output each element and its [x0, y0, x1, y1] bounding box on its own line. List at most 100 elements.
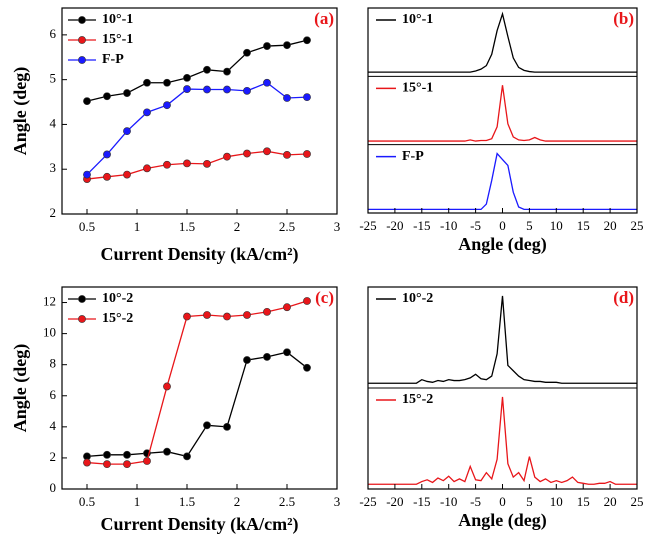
data-point — [103, 150, 111, 159]
y-tick-label: 2 — [50, 449, 57, 464]
series-line — [86, 351, 308, 458]
series-line — [86, 39, 308, 102]
data-point — [303, 150, 311, 158]
x-tick-label: 1 — [134, 494, 141, 509]
y-tick-label: 6 — [50, 26, 57, 41]
data-point — [203, 311, 211, 319]
data-point — [223, 67, 231, 76]
spectrum — [368, 295, 637, 384]
x-axis-label: Current Density (kA/cm²) — [100, 514, 298, 535]
x-tick-label: 5 — [526, 494, 533, 509]
x-tick-label: 0.5 — [79, 494, 95, 509]
legend-label: 15°-1 — [102, 32, 133, 47]
spectrum — [368, 396, 637, 485]
x-tick-label: 20 — [604, 494, 617, 509]
data-point — [143, 164, 151, 173]
y-tick-label: 4 — [50, 418, 57, 433]
data-point — [103, 460, 111, 469]
data-point — [303, 36, 311, 45]
x-tick-label: -15 — [413, 218, 430, 233]
data-point — [203, 65, 211, 74]
x-tick-label: 2 — [234, 494, 241, 509]
plot-frame — [61, 7, 338, 215]
plot-frame — [367, 286, 638, 490]
data-point — [223, 422, 231, 431]
y-tick-label: 10 — [43, 325, 56, 340]
data-point — [303, 297, 311, 305]
data-point — [123, 460, 131, 469]
legend-marker — [78, 56, 86, 64]
panel-label: (c) — [315, 288, 334, 307]
data-point — [283, 348, 291, 357]
y-tick-label: 3 — [50, 160, 57, 175]
data-point — [243, 311, 251, 319]
data-point — [163, 160, 171, 169]
data-point — [123, 170, 131, 179]
x-tick-label: 1.5 — [179, 494, 195, 509]
data-point — [143, 457, 151, 465]
x-tick-label: -20 — [386, 218, 403, 233]
spectrum — [368, 11, 637, 73]
data-point — [163, 78, 171, 87]
y-tick-label: 4 — [50, 115, 57, 130]
x-tick-label: 1 — [134, 219, 141, 234]
x-tick-label: 20 — [604, 218, 617, 233]
x-tick-label: 15 — [577, 494, 590, 509]
y-axis-label: Angle (deg) — [10, 67, 31, 156]
data-point — [183, 85, 191, 93]
data-point — [243, 356, 251, 364]
legend-label: 15°-2 — [102, 311, 133, 326]
data-point — [263, 78, 271, 87]
plot-frame — [61, 286, 338, 490]
data-point — [183, 312, 191, 321]
data-point — [223, 312, 231, 321]
panel-label: (a) — [314, 9, 334, 28]
data-point — [243, 48, 251, 57]
data-point — [183, 73, 191, 82]
legend-label: 10°-2 — [402, 291, 433, 306]
data-point — [283, 303, 291, 312]
data-point — [103, 92, 111, 101]
x-tick-label: 2.5 — [279, 219, 295, 234]
y-tick-label: 2 — [50, 205, 57, 220]
series-line — [86, 82, 308, 176]
x-tick-label: 1.5 — [179, 219, 195, 234]
x-tick-label: 2 — [234, 219, 241, 234]
x-tick-label: 15 — [577, 218, 590, 233]
y-tick-label: 6 — [50, 387, 57, 402]
data-point — [263, 147, 271, 156]
data-point — [223, 85, 231, 94]
legend-label: 15°-1 — [402, 81, 433, 96]
legend-marker — [78, 36, 86, 44]
data-point — [143, 78, 151, 87]
data-point — [83, 458, 91, 467]
data-point — [243, 149, 251, 158]
x-tick-label: 3 — [334, 219, 341, 234]
x-tick-label: 5 — [526, 218, 533, 233]
data-point — [263, 42, 271, 50]
x-tick-label: 10 — [550, 218, 563, 233]
data-point — [263, 307, 271, 316]
data-point — [303, 363, 311, 372]
spectrum — [368, 85, 637, 142]
spectrum — [368, 152, 637, 211]
data-point — [263, 353, 271, 361]
x-axis-label: Angle (deg) — [458, 234, 547, 255]
data-point — [103, 172, 111, 181]
data-point — [203, 159, 211, 168]
data-point — [203, 421, 211, 430]
data-point — [283, 94, 291, 102]
x-axis-label: Current Density (kA/cm²) — [100, 244, 298, 265]
series-line — [86, 150, 308, 180]
legend-label: 10°-1 — [102, 12, 133, 27]
data-point — [163, 382, 171, 391]
data-point — [103, 450, 111, 459]
data-point — [243, 86, 251, 95]
data-point — [123, 89, 131, 97]
x-tick-label: 0 — [499, 494, 506, 509]
data-point — [183, 159, 191, 168]
x-tick-label: 3 — [334, 494, 341, 509]
legend-label: 10°-2 — [102, 291, 133, 306]
data-point — [163, 447, 171, 456]
legend-marker — [78, 295, 86, 303]
